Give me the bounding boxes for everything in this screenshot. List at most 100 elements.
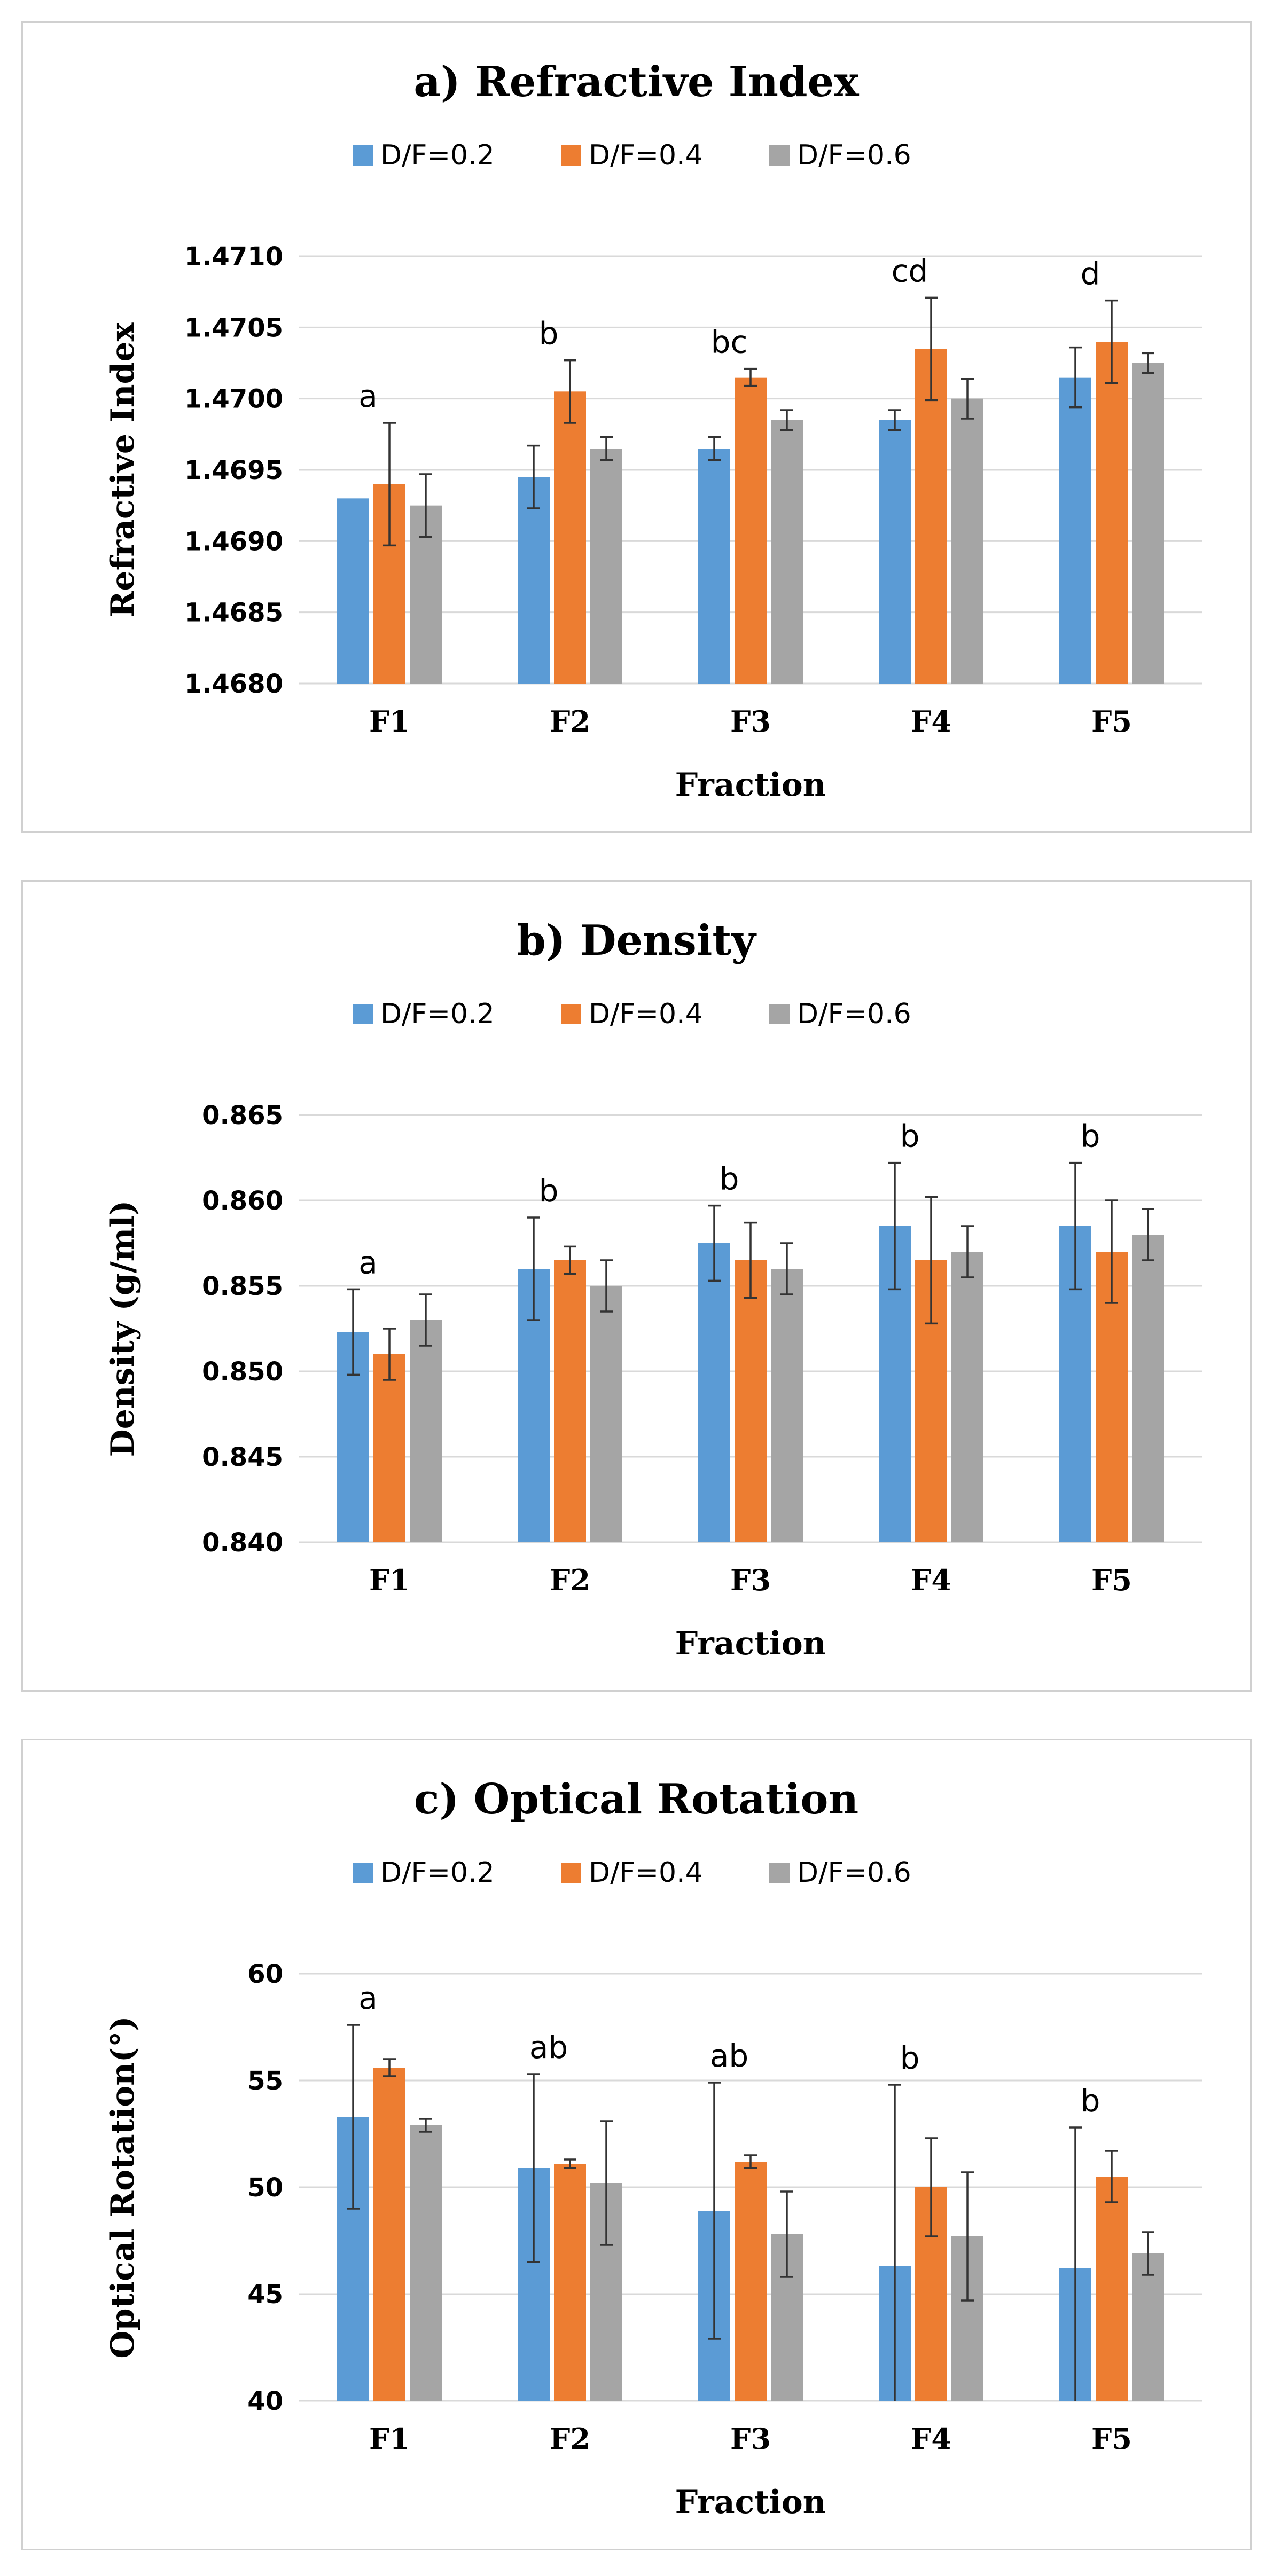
y-tick-label: 1.4690	[184, 527, 283, 556]
legend-label: D/F=0.2	[380, 139, 495, 171]
y-tick-label: 1.4680	[184, 669, 283, 699]
y-tick-label: 1.4685	[184, 598, 283, 628]
legend-swatch	[353, 145, 373, 166]
significance-letter: ab	[529, 2029, 568, 2065]
bar	[951, 1252, 983, 1542]
y-tick-label: 1.4695	[184, 455, 283, 485]
chart-panel-optical-rotation: c) Optical Rotation D/F=0.2 D/F=0.4 D/F=0.6…	[0, 1717, 1273, 2572]
legend-swatch	[561, 1863, 581, 1883]
legend-swatch	[353, 1004, 373, 1024]
y-tick-label: 0.860	[202, 1186, 283, 1216]
legend-label: D/F=0.6	[797, 998, 911, 1030]
legend-swatch	[769, 145, 790, 166]
bar	[590, 1286, 622, 1542]
bar	[337, 498, 369, 684]
significance-letter: b	[720, 1161, 739, 1197]
significance-letter: cd	[892, 253, 928, 289]
x-axis-label: Fraction	[675, 1625, 826, 1662]
x-tick-label: F3	[730, 1563, 771, 1597]
significance-letter: a	[358, 1244, 378, 1281]
legend-label: D/F=0.4	[589, 998, 703, 1030]
legend-label: D/F=0.4	[589, 1857, 703, 1889]
x-tick-label: F4	[911, 1563, 951, 1597]
x-tick-label: F4	[911, 2422, 951, 2456]
bar	[698, 1243, 730, 1542]
chart-frame	[21, 1739, 1252, 2550]
x-tick-label: F1	[369, 704, 410, 739]
chart-title: b) Density	[517, 916, 757, 965]
bar	[1132, 2253, 1164, 2401]
y-tick-label: 60	[247, 1959, 283, 1989]
x-tick-label: F5	[1091, 704, 1132, 739]
chart-frame	[21, 21, 1252, 833]
x-tick-label: F2	[550, 2422, 590, 2456]
bar	[590, 449, 622, 684]
x-axis-label: Fraction	[675, 2484, 826, 2521]
bar	[410, 2125, 442, 2401]
legend-swatch	[769, 1863, 790, 1883]
bar	[735, 377, 767, 684]
bar	[554, 1260, 586, 1542]
bar	[410, 1320, 442, 1542]
significance-letter: b	[539, 316, 559, 352]
density-chart: b) Density D/F=0.2 D/F=0.4 D/F=0.6 0.840 0.84…	[104, 916, 1202, 1662]
chart-title: a) Refractive Index	[413, 58, 860, 106]
bar	[1132, 1235, 1164, 1542]
x-tick-label: F1	[369, 1563, 410, 1597]
x-tick-label: F2	[550, 704, 590, 739]
significance-letter: b	[539, 1173, 559, 1209]
significance-letter: b	[900, 2040, 920, 2076]
y-axis-label: Density (g/ml)	[104, 1200, 142, 1457]
significance-letter: a	[358, 1980, 378, 2016]
bar	[1132, 363, 1164, 684]
bar	[554, 391, 586, 684]
bar	[518, 477, 550, 684]
x-tick-label: F5	[1091, 2422, 1132, 2456]
significance-letter: bc	[711, 324, 748, 360]
bar	[771, 420, 803, 684]
legend-label: D/F=0.6	[797, 1857, 911, 1889]
y-tick-label: 50	[247, 2173, 283, 2203]
refractive-index-chart: a) Refractive Index D/F=0.2 D/F=0.4 D/F=0.6…	[104, 58, 1202, 804]
bar	[735, 2162, 767, 2401]
y-tick-label: 1.4710	[184, 242, 283, 272]
x-tick-label: F4	[911, 704, 951, 739]
significance-letter: b	[1081, 2083, 1100, 2119]
chart-title: c) Optical Rotation	[414, 1775, 858, 1824]
optical-rotation-chart: c) Optical Rotation D/F=0.2 D/F=0.4 D/F=0.6…	[104, 1775, 1202, 2521]
y-tick-label: 0.840	[202, 1528, 283, 1558]
bar	[771, 1269, 803, 1542]
bar	[1096, 342, 1128, 684]
bar	[951, 398, 983, 684]
legend-label: D/F=0.4	[589, 139, 703, 171]
y-tick-label: 0.865	[202, 1101, 283, 1130]
bar	[1096, 2177, 1128, 2401]
y-axis-label: Refractive Index	[104, 321, 142, 617]
y-tick-label: 40	[247, 2386, 283, 2416]
y-tick-label: 1.4705	[184, 313, 283, 343]
x-axis-label: Fraction	[675, 766, 826, 804]
y-tick-label: 0.855	[202, 1271, 283, 1301]
y-tick-label: 0.845	[202, 1442, 283, 1472]
chart-panel-refractive-index: a) Refractive Index D/F=0.2 D/F=0.4 D/F=0.6…	[0, 0, 1273, 854]
significance-letter: b	[1081, 1118, 1100, 1155]
legend-swatch	[769, 1004, 790, 1024]
x-tick-label: F3	[730, 704, 771, 739]
legend-label: D/F=0.2	[380, 998, 495, 1030]
x-tick-label: F3	[730, 2422, 771, 2456]
bar	[554, 2164, 586, 2401]
bar	[373, 1354, 405, 1542]
legend-label: D/F=0.2	[380, 1857, 495, 1889]
x-tick-label: F5	[1091, 1563, 1132, 1597]
y-tick-label: 0.850	[202, 1357, 283, 1387]
bar	[735, 1260, 767, 1542]
y-tick-label: 1.4700	[184, 384, 283, 414]
bar	[1059, 377, 1091, 684]
y-tick-label: 55	[247, 2066, 283, 2096]
bar	[373, 2068, 405, 2401]
x-tick-label: F2	[550, 1563, 590, 1597]
x-tick-label: F1	[369, 2422, 410, 2456]
significance-letter: b	[900, 1118, 920, 1155]
legend-swatch	[561, 1004, 581, 1024]
legend-label: D/F=0.6	[797, 139, 911, 171]
